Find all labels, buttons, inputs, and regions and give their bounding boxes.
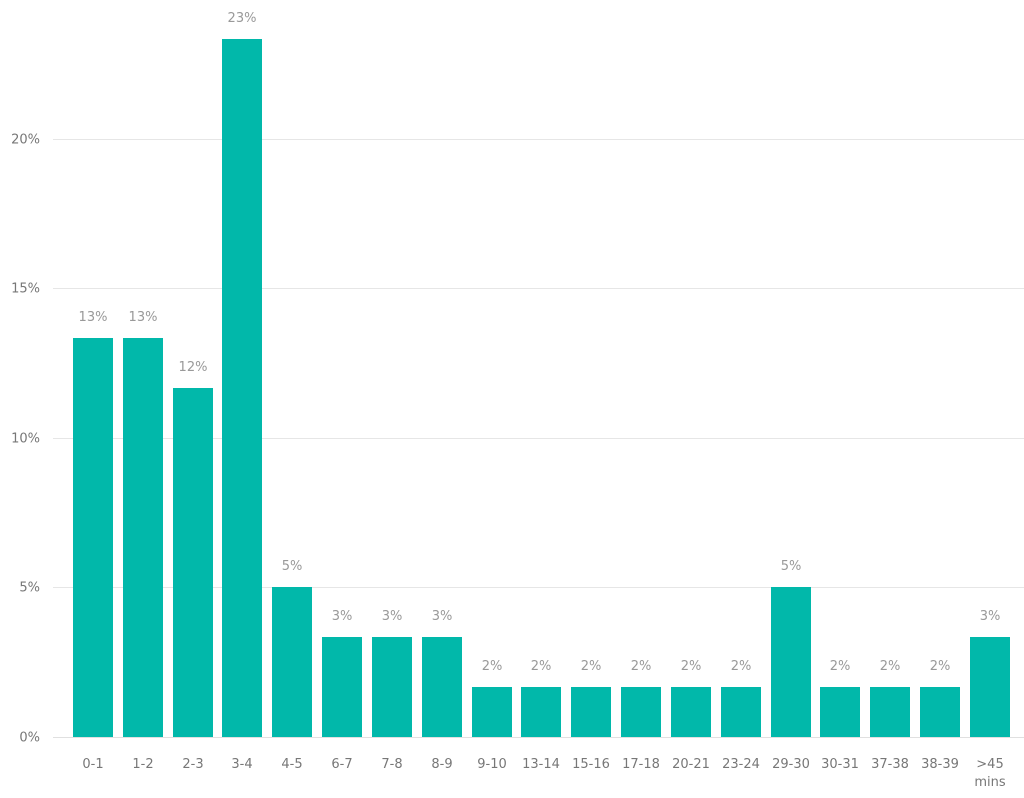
y-tick-label: 20% xyxy=(11,132,40,148)
x-tick-label: >45 mins xyxy=(974,757,1006,790)
y-tick-label: 0% xyxy=(19,730,40,746)
bar[interactable] xyxy=(123,338,163,737)
data-label: 13% xyxy=(128,310,158,325)
bar[interactable] xyxy=(970,637,1010,737)
data-label: 2% xyxy=(580,659,602,674)
bar[interactable] xyxy=(372,637,412,737)
bar[interactable] xyxy=(222,39,262,737)
data-label: 3% xyxy=(431,609,453,624)
data-label: 2% xyxy=(680,659,702,674)
data-label: 3% xyxy=(979,609,1001,624)
gridline xyxy=(53,438,1024,439)
data-label: 23% xyxy=(227,11,257,26)
data-label: 3% xyxy=(381,609,403,624)
y-tick-label: 15% xyxy=(11,281,40,297)
data-label: 2% xyxy=(879,659,901,674)
data-label: 2% xyxy=(929,659,951,674)
bar[interactable] xyxy=(73,338,113,737)
data-label: 5% xyxy=(780,559,802,574)
x-tick-label: 23-24 xyxy=(722,757,760,772)
bar[interactable] xyxy=(521,687,561,737)
gridline xyxy=(53,737,1024,738)
bar[interactable] xyxy=(571,687,611,737)
x-tick-label: 9-10 xyxy=(477,757,507,772)
bar[interactable] xyxy=(671,687,711,737)
gridline xyxy=(53,288,1024,289)
x-tick-label: 13-14 xyxy=(522,757,560,772)
x-tick-label: 8-9 xyxy=(431,757,453,772)
data-label: 13% xyxy=(78,310,108,325)
bar[interactable] xyxy=(422,637,462,737)
x-tick-label: 30-31 xyxy=(821,757,859,772)
x-tick-label: 0-1 xyxy=(82,757,104,772)
x-tick-label: 15-16 xyxy=(572,757,610,772)
gridline xyxy=(53,587,1024,588)
y-tick-label: 5% xyxy=(19,580,40,596)
data-label: 5% xyxy=(281,559,303,574)
x-tick-label: 2-3 xyxy=(182,757,204,772)
bar[interactable] xyxy=(322,637,362,737)
x-tick-label: 4-5 xyxy=(281,757,303,772)
data-label: 2% xyxy=(630,659,652,674)
x-tick-label: 38-39 xyxy=(921,757,959,772)
bar[interactable] xyxy=(721,687,761,737)
x-tick-label: 29-30 xyxy=(772,757,810,772)
data-label: 2% xyxy=(829,659,851,674)
bar[interactable] xyxy=(920,687,960,737)
bar[interactable] xyxy=(272,587,312,737)
bar[interactable] xyxy=(173,388,213,737)
gridline xyxy=(53,139,1024,140)
bar[interactable] xyxy=(870,687,910,737)
data-label: 3% xyxy=(331,609,353,624)
x-tick-label: 6-7 xyxy=(331,757,353,772)
bar[interactable] xyxy=(472,687,512,737)
x-tick-label: 3-4 xyxy=(231,757,253,772)
data-label: 2% xyxy=(730,659,752,674)
data-label: 2% xyxy=(481,659,503,674)
data-label: 2% xyxy=(530,659,552,674)
x-tick-label: 37-38 xyxy=(871,757,909,772)
x-tick-label: 20-21 xyxy=(672,757,710,772)
bar[interactable] xyxy=(621,687,661,737)
bar[interactable] xyxy=(820,687,860,737)
bar[interactable] xyxy=(771,587,811,737)
data-label: 12% xyxy=(178,360,208,375)
x-tick-label: 7-8 xyxy=(381,757,403,772)
x-tick-label: 1-2 xyxy=(132,757,154,772)
y-tick-label: 10% xyxy=(11,431,40,447)
x-tick-label: 17-18 xyxy=(622,757,660,772)
